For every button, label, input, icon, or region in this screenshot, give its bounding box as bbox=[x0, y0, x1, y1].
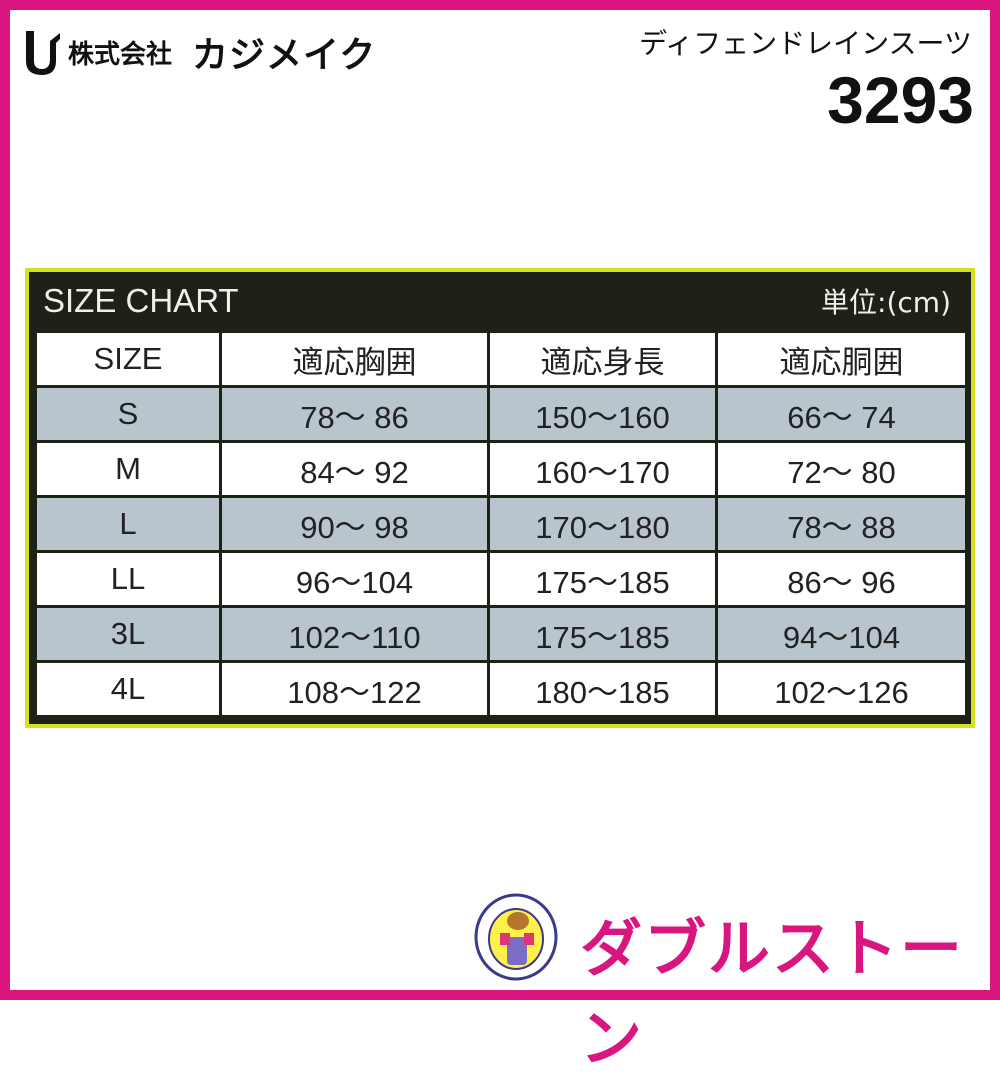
size-table: SIZE 適応胸囲 適応身長 適応胴囲 S 78〜 86 150〜160 66〜… bbox=[34, 330, 968, 718]
table-cell: 102〜110 bbox=[219, 605, 490, 663]
table-cell: 108〜122 bbox=[219, 660, 490, 718]
size-chart: SIZE CHART 単位:(cm) SIZE 適応胸囲 適応身長 適応胴囲 S… bbox=[25, 268, 975, 728]
page-border bbox=[0, 0, 1000, 1000]
table-cell: 102〜126 bbox=[715, 660, 968, 718]
table-cell: LL bbox=[34, 550, 222, 608]
maker-mark-icon bbox=[26, 31, 60, 75]
table-cell: S bbox=[34, 385, 222, 443]
table-cell: 86〜 96 bbox=[715, 550, 968, 608]
size-chart-unit: 単位:(cm) bbox=[821, 286, 951, 319]
table-row: S 78〜 86 150〜160 66〜 74 bbox=[34, 385, 968, 443]
table-cell: 3L bbox=[34, 605, 222, 663]
table-cell: M bbox=[34, 440, 222, 498]
table-header-row: SIZE 適応胸囲 適応身長 適応胴囲 bbox=[34, 330, 968, 388]
maker-logo: 株式会社 カジメイク bbox=[22, 26, 376, 78]
double-stone-mascot-logo bbox=[474, 893, 558, 981]
column-header: 適応胴囲 bbox=[715, 330, 968, 388]
product-name: ディフェンドレインスーツ bbox=[639, 27, 972, 60]
table-cell: 78〜 86 bbox=[219, 385, 490, 443]
column-header: SIZE bbox=[34, 330, 222, 388]
table-row: M 84〜 92 160〜170 72〜 80 bbox=[34, 440, 968, 498]
column-header: 適応身長 bbox=[487, 330, 718, 388]
product-number: 3293 bbox=[827, 63, 974, 137]
table-cell: 90〜 98 bbox=[219, 495, 490, 553]
table-cell: 150〜160 bbox=[487, 385, 718, 443]
table-cell: 66〜 74 bbox=[715, 385, 968, 443]
maker-corp-label: 株式会社 bbox=[68, 39, 173, 70]
table-row: LL 96〜104 175〜185 86〜 96 bbox=[34, 550, 968, 608]
table-cell: 180〜185 bbox=[487, 660, 718, 718]
table-cell: 175〜185 bbox=[487, 605, 718, 663]
table-cell: 175〜185 bbox=[487, 550, 718, 608]
table-cell: 4L bbox=[34, 660, 222, 718]
table-cell: 170〜180 bbox=[487, 495, 718, 553]
table-cell: 78〜 88 bbox=[715, 495, 968, 553]
size-chart-title: SIZE CHART bbox=[43, 282, 239, 319]
table-cell: 160〜170 bbox=[487, 440, 718, 498]
table-cell: 96〜104 bbox=[219, 550, 490, 608]
brand-name: ダブルストーン bbox=[580, 912, 965, 1075]
table-row: L 90〜 98 170〜180 78〜 88 bbox=[34, 495, 968, 553]
size-chart-header: SIZE CHART 単位:(cm) bbox=[29, 272, 971, 330]
table-cell: 84〜 92 bbox=[219, 440, 490, 498]
table-cell: L bbox=[34, 495, 222, 553]
maker-name: カジメイク bbox=[192, 35, 377, 76]
column-header: 適応胸囲 bbox=[219, 330, 490, 388]
table-row: 4L 108〜122 180〜185 102〜126 bbox=[34, 660, 968, 718]
table-cell: 72〜 80 bbox=[715, 440, 968, 498]
table-row: 3L 102〜110 175〜185 94〜104 bbox=[34, 605, 968, 663]
table-cell: 94〜104 bbox=[715, 605, 968, 663]
